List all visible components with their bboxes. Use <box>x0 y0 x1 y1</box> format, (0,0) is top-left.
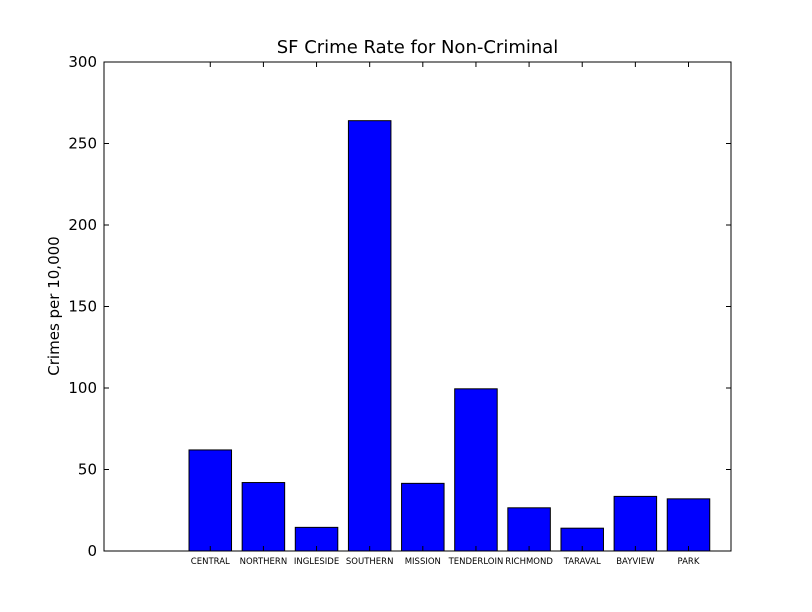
x-tick-label-northern: NORTHERN <box>240 557 288 567</box>
y-tick-label-200: 200 <box>68 216 97 234</box>
bar-central <box>188 449 233 552</box>
bar-northern <box>241 482 286 552</box>
plot-frame <box>103 61 732 552</box>
x-tick-label-mission: MISSION <box>405 557 441 567</box>
x-tick-label-richmond: RICHMOND <box>505 557 553 567</box>
bar-richmond <box>507 507 551 552</box>
x-tick-label-bayview: BAYVIEW <box>616 557 655 567</box>
bar-southern <box>347 120 392 552</box>
x-tick-label-ingleside: INGLESIDE <box>294 557 339 567</box>
bar-tenderloin <box>454 388 498 552</box>
x-tick-label-central: CENTRAL <box>191 557 230 567</box>
bar-bayview <box>613 495 658 552</box>
y-tick-label-250: 250 <box>68 135 97 153</box>
x-tick-label-park: PARK <box>678 557 700 567</box>
x-tick-label-southern: SOUTHERN <box>346 557 394 567</box>
x-tick-label-tenderloin: TENDERLOIN <box>448 557 504 567</box>
y-tick-label-300: 300 <box>68 53 97 71</box>
x-tick-label-taraval: TARAVAL <box>563 557 601 567</box>
chart-title: SF Crime Rate for Non-Criminal <box>277 37 559 58</box>
bars-layer <box>188 120 711 552</box>
y-tick-label-0: 0 <box>87 542 97 560</box>
y-tick-label-150: 150 <box>68 298 97 316</box>
y-tick-label-100: 100 <box>68 379 97 397</box>
bar-mission <box>401 482 445 552</box>
y-tick-label-50: 50 <box>78 461 97 479</box>
labels-layer: CENTRAL NORTHERN INGLESIDE SOUTHERN MISSION T… <box>68 53 699 567</box>
y-axis-label: Crimes per 10,000 <box>45 236 63 375</box>
bar-park <box>666 498 711 552</box>
